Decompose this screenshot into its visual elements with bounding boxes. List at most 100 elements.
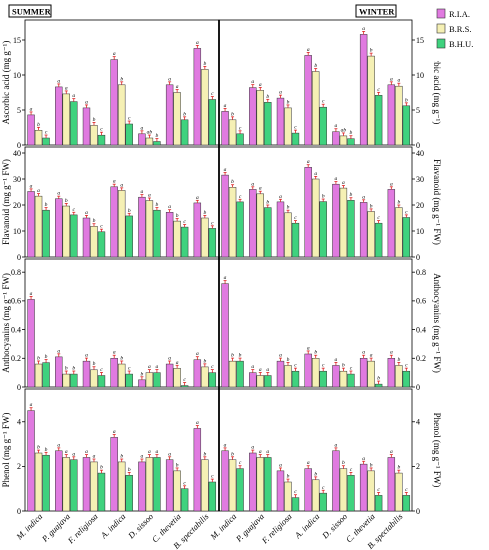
y-tick-label-right: 40 (416, 149, 424, 158)
bar-summer-f-religiosa-b-h-u (97, 375, 106, 388)
significance-label: b (287, 205, 290, 211)
bar-summer-f-religiosa-b-r-s (90, 369, 98, 388)
significance-label: a (141, 189, 144, 195)
significance-label: b (397, 200, 400, 206)
bar-winter-a-indica-b-r-s (312, 178, 320, 258)
summer-title: SUMMER (12, 7, 52, 17)
significance-label: a (30, 402, 33, 408)
bar-winter-d-sissoo-b-r-s (339, 187, 348, 258)
significance-label: b (156, 133, 159, 139)
bar-summer-m-indica-r-i-a (27, 299, 35, 388)
significance-label: b (45, 447, 48, 453)
significance-label: a (156, 449, 159, 455)
bar-winter-a-indica-b-r-s (312, 358, 320, 388)
bar-winter-f-religiosa-b-h-u (291, 132, 300, 146)
bar-winter-p-guajava-r-i-a (249, 372, 257, 388)
significance-label: c (100, 127, 103, 133)
bar-summer-d-sissoo-b-h-u (153, 457, 161, 512)
bar-winter-p-guajava-b-h-u (264, 457, 272, 512)
bar-summer-m-indica-r-i-a (27, 410, 35, 512)
y-tick-label-right: 0.8 (416, 268, 426, 277)
significance-label: c (377, 87, 380, 93)
significance-label: b (377, 376, 380, 382)
significance-label: b (156, 202, 159, 208)
bar-summer-c-thevetia-b-h-u (180, 488, 189, 512)
significance-label: c (239, 194, 242, 200)
bar-summer-d-sissoo-b-h-u (153, 141, 161, 146)
y-tick-label-right: 10 (416, 227, 424, 236)
y-tick-label-right: 0.6 (416, 297, 426, 306)
bar-summer-a-indica-r-i-a (110, 358, 118, 388)
significance-label: a (176, 84, 179, 90)
legend-swatch-r-i-a (436, 8, 446, 19)
y-tick-label-left: 0.4 (11, 325, 21, 334)
bar-winter-c-thevetia-b-h-u (374, 95, 383, 146)
significance-label: c (322, 99, 325, 105)
significance-label: b (203, 210, 206, 216)
bar-summer-d-sissoo-r-i-a (138, 196, 146, 258)
bar-winter-b-spectabilis-b-h-u (402, 105, 411, 146)
significance-label: b (231, 111, 234, 117)
y-tick-label-left: 30 (13, 175, 21, 184)
significance-label: c (294, 125, 297, 131)
bar-summer-p-guajava-r-i-a (55, 86, 63, 146)
bar-summer-a-indica-b-h-u (125, 373, 133, 388)
significance-label: c (183, 377, 186, 383)
significance-label: b (100, 465, 103, 471)
bar-summer-d-sissoo-r-i-a (138, 461, 146, 512)
y-tick-label-left: 5 (17, 106, 21, 115)
y-tick-label-left: 0 (17, 507, 21, 516)
bar-winter-c-thevetia-b-r-s (367, 360, 375, 388)
significance-label: c (377, 215, 380, 221)
bar-winter-b-spectabilis-b-r-s (395, 85, 403, 146)
y-tick-label-right: 0 (416, 253, 420, 262)
bar-winter-b-spectabilis-b-r-s (395, 472, 403, 512)
bar-summer-c-thevetia-b-r-s (173, 220, 181, 258)
winter-title: WINTER (359, 7, 395, 17)
bar-summer-d-sissoo-b-h-u (153, 209, 161, 258)
significance-label: a (85, 353, 88, 359)
y-tick-label-right: 0 (416, 383, 420, 392)
bar-winter-b-spectabilis-r-i-a (387, 457, 396, 512)
bar-winter-b-spectabilis-b-h-u (402, 370, 411, 388)
significance-label: c (100, 224, 103, 230)
significance-label: a (113, 429, 116, 435)
bar-summer-c-thevetia-r-i-a (165, 459, 174, 512)
significance-label: a (259, 367, 262, 373)
bar-summer-p-guajava-b-r-s (62, 93, 70, 146)
bar-summer-p-guajava-b-h-u (70, 373, 78, 388)
bar-summer-b-spectabilis-b-h-u (208, 372, 217, 388)
bar-winter-d-sissoo-r-i-a (332, 365, 340, 388)
y-tick-label-left: 0.2 (11, 354, 21, 363)
bar-winter-p-guajava-b-r-s (256, 457, 264, 512)
bar-winter-c-thevetia-b-r-s (367, 55, 375, 146)
bar-summer-f-religiosa-b-r-s (90, 461, 98, 512)
y-tick-label-right: 15 (416, 36, 424, 45)
significance-label: a (335, 123, 338, 129)
bar-winter-p-guajava-r-i-a (249, 452, 257, 512)
bar-summer-m-indica-r-i-a (27, 191, 35, 258)
significance-label: a (335, 442, 338, 448)
bar-winter-a-indica-b-h-u (319, 106, 327, 146)
significance-label: a (251, 445, 254, 451)
significance-label: a (307, 159, 310, 165)
bar-summer-d-sissoo-b-r-s (145, 457, 154, 512)
significance-label: b (231, 451, 234, 457)
bar-summer-b-spectabilis-r-i-a (193, 428, 202, 512)
significance-label: a (148, 192, 151, 198)
significance-label: a (390, 76, 393, 82)
significance-label: a (176, 360, 179, 366)
bar-summer-a-indica-r-i-a (110, 59, 118, 146)
significance-label: b (287, 99, 290, 105)
bar-winter-d-sissoo-b-h-u (347, 200, 355, 258)
significance-label: c (73, 207, 76, 213)
significance-label: b (37, 445, 40, 451)
significance-label: a (362, 350, 365, 356)
significance-label: b (65, 198, 68, 204)
significance-label: a (251, 79, 254, 85)
significance-label: c (405, 363, 408, 369)
